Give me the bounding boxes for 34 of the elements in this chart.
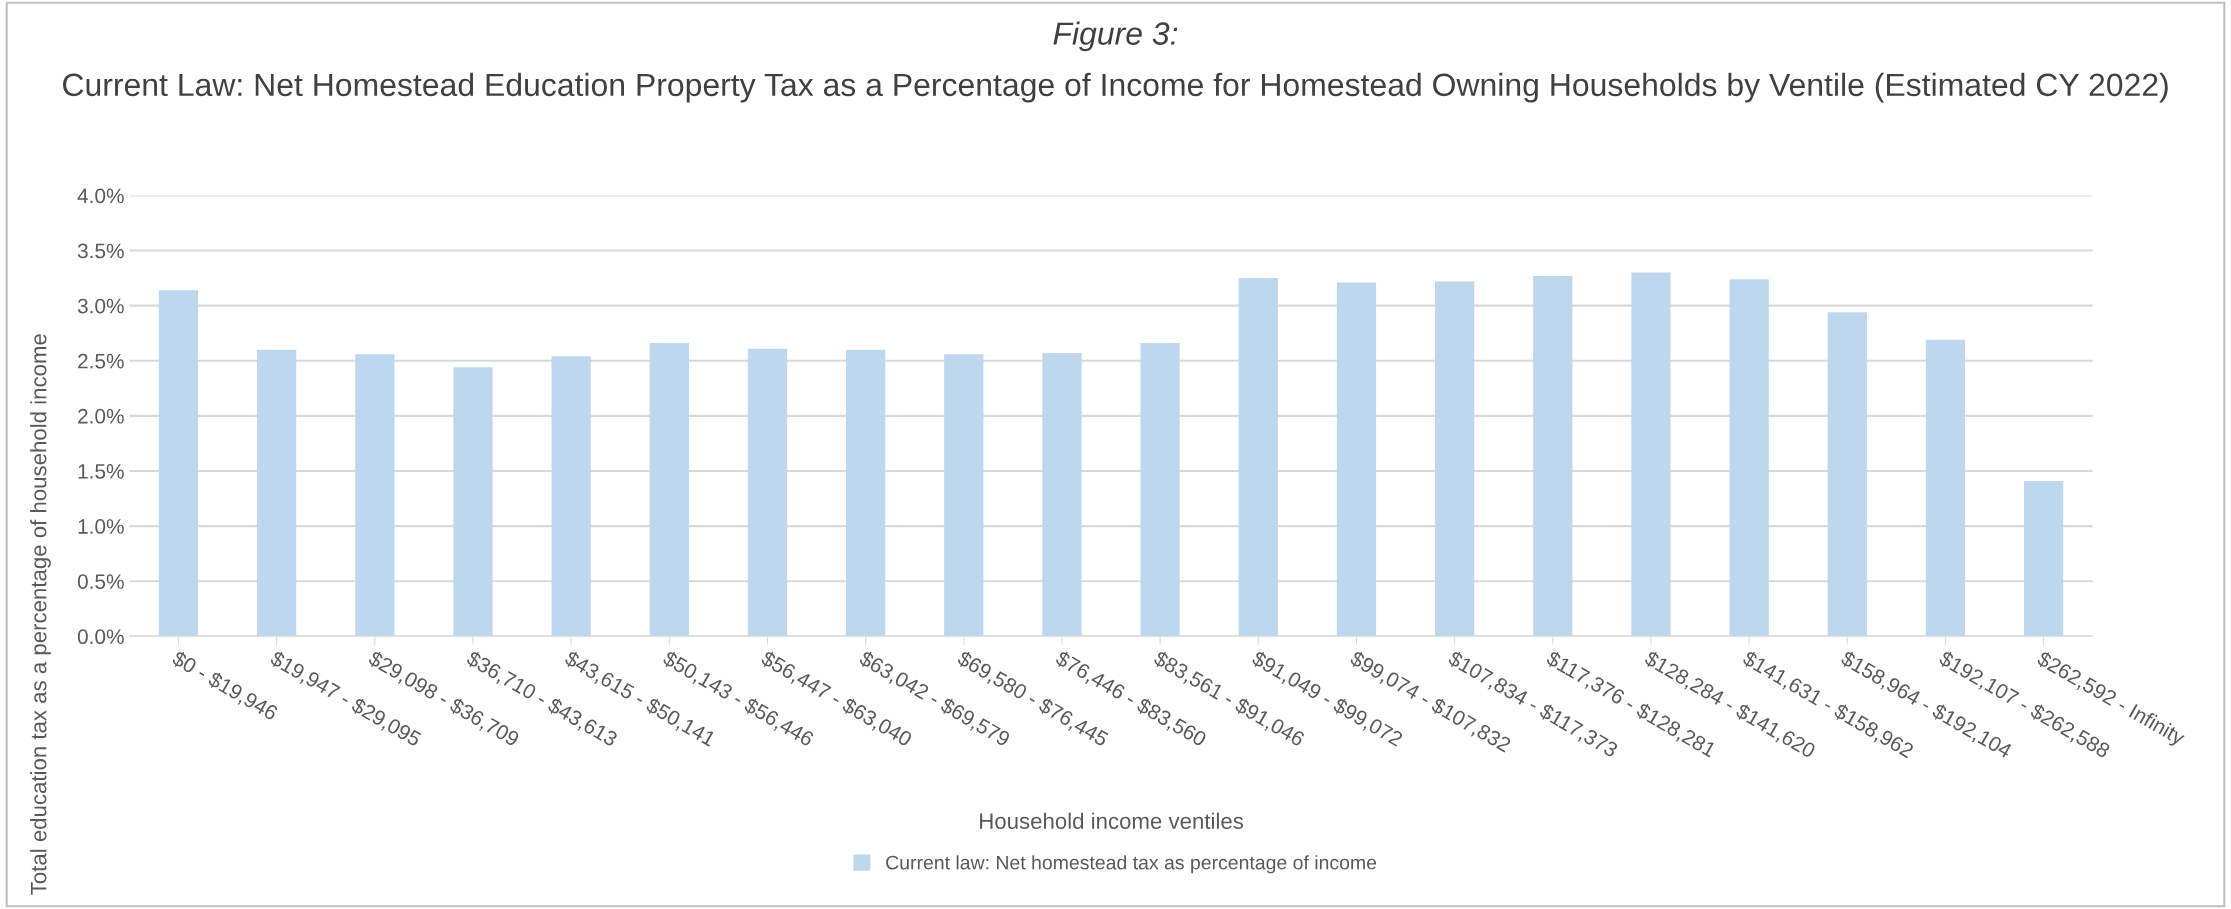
y-tick-label: 2.0% — [78, 408, 124, 424]
chart-title: Figure 3: — [1053, 21, 1178, 52]
bar — [1533, 275, 1573, 637]
bar — [1336, 282, 1377, 637]
bar — [649, 343, 689, 637]
bar — [1238, 278, 1278, 637]
y-tick-label: 2.5% — [78, 353, 124, 369]
bar — [453, 367, 493, 637]
bar — [2023, 480, 2064, 637]
bar — [846, 349, 886, 637]
y-tick-label: 0.0% — [77, 629, 124, 645]
legend-label: Current law: Net homestead tax as percentage of income — [886, 855, 1377, 874]
bar — [747, 348, 788, 637]
bar — [257, 349, 297, 637]
bar — [1140, 343, 1180, 637]
y-tick-label: 4.0% — [77, 188, 124, 204]
bar — [355, 354, 395, 637]
y-tick-label: 1.0% — [78, 519, 124, 534]
bar — [158, 290, 199, 637]
y-axis-title: Total education tax as a percentage of household income — [30, 334, 51, 895]
y-tick-label: 3.0% — [77, 298, 124, 314]
bar — [1042, 353, 1082, 637]
bar — [1631, 272, 1671, 637]
x-axis-title: Household income ventiles — [980, 812, 1244, 829]
bar — [1729, 279, 1769, 637]
bar — [1434, 281, 1475, 637]
bar — [551, 356, 591, 637]
bar — [1925, 339, 1966, 637]
chart-subtitle: Current Law: Net Homestead Education Property Tax as a Percentage of Income for Homestead Owning Households by Ventile (Estimated CY 2022) — [63, 72, 2168, 103]
y-tick-label: 0.5% — [77, 574, 124, 589]
y-tick-label: 3.5% — [77, 243, 124, 259]
bar — [944, 354, 984, 637]
y-tick-label: 1.5% — [78, 464, 124, 479]
bar — [1827, 312, 1867, 637]
